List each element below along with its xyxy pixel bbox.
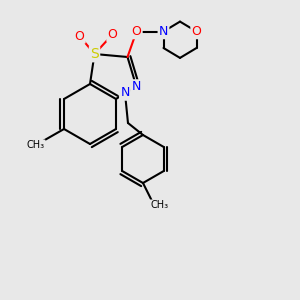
Text: O: O <box>192 25 201 38</box>
Text: S: S <box>90 47 99 61</box>
Text: N: N <box>159 25 168 38</box>
Text: CH₃: CH₃ <box>150 200 169 211</box>
Text: O: O <box>75 29 84 43</box>
Text: N: N <box>120 86 130 100</box>
Text: N: N <box>132 80 141 94</box>
Text: CH₃: CH₃ <box>26 140 45 151</box>
Text: O: O <box>132 25 141 38</box>
Text: O: O <box>108 28 117 41</box>
